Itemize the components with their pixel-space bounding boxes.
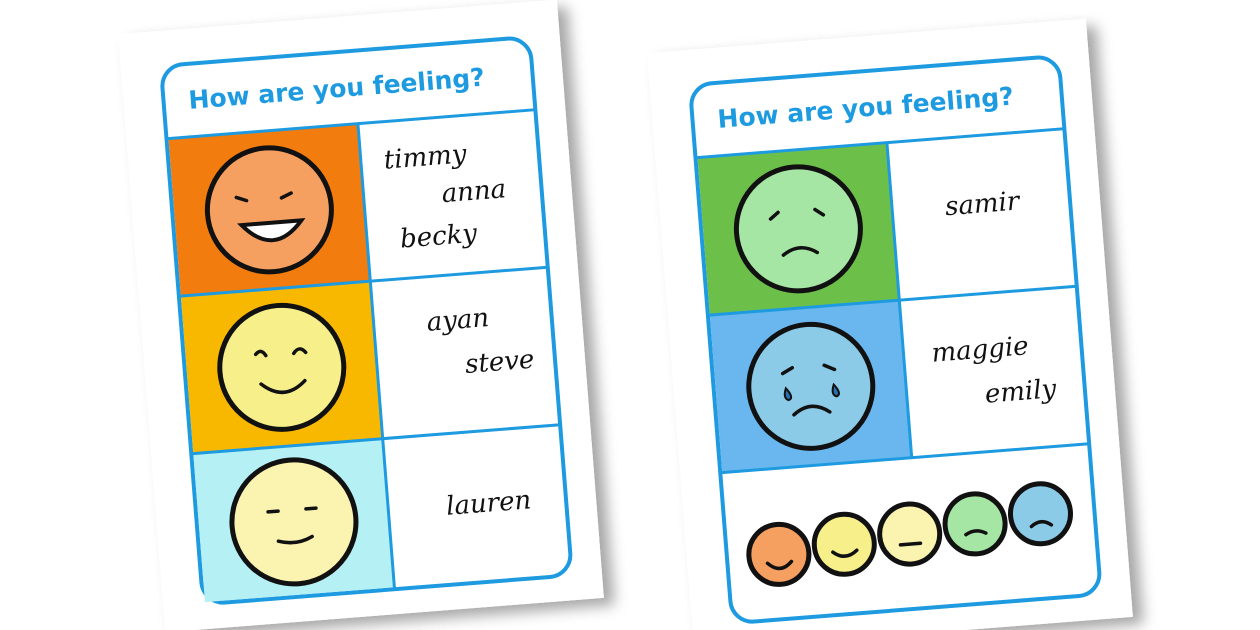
name: emily	[984, 374, 1058, 410]
face-very-happy	[204, 145, 334, 275]
divider	[191, 423, 561, 456]
name: timmy	[383, 139, 468, 175]
divider	[166, 108, 536, 141]
face-ok	[229, 457, 359, 587]
name: lauren	[445, 485, 532, 522]
worksheet: How are you feeling? timmy anna becky ay…	[118, 0, 604, 630]
name: becky	[399, 219, 478, 255]
divider	[885, 142, 914, 458]
face-happy	[217, 302, 347, 432]
divider	[695, 127, 1065, 160]
face-scale	[746, 481, 1073, 587]
name: steve	[464, 345, 535, 380]
name: samir	[944, 186, 1022, 222]
divider	[178, 265, 548, 298]
face-crying	[746, 321, 876, 451]
divider	[707, 284, 1077, 317]
worksheet: How are you feeling? samir maggie emily	[647, 18, 1133, 630]
name: ayan	[426, 303, 491, 338]
face-sad	[733, 164, 863, 294]
name: anna	[441, 174, 508, 209]
divider	[720, 442, 1090, 475]
divider	[356, 123, 397, 590]
